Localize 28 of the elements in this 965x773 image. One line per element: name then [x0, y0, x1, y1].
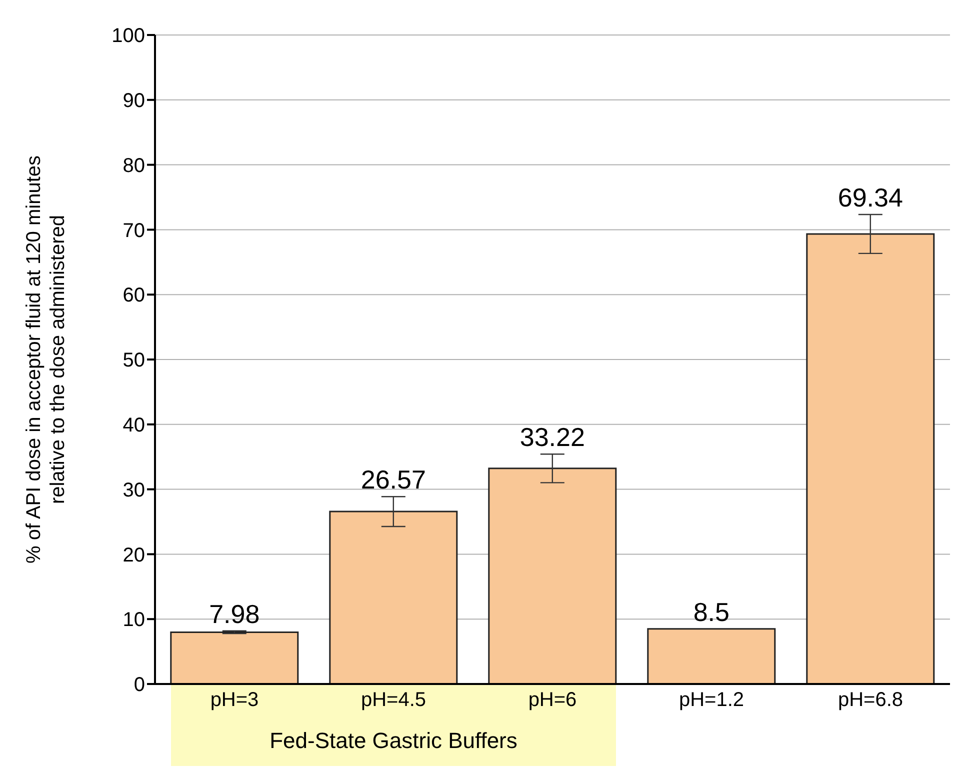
y-axis-title: % of API dose in acceptor fluid at 120 minutes relative to the dose administered: [23, 155, 69, 564]
x-tick-label: pH=6.8: [838, 689, 904, 712]
y-tick-label: 60: [122, 284, 145, 307]
y-tick-label: 20: [122, 544, 145, 566]
y-tick-label: 90: [122, 90, 145, 112]
data-label: 69.34: [838, 182, 903, 213]
y-tick-label: 0: [134, 674, 145, 696]
y-tick-label: 30: [122, 479, 145, 502]
y-tick-label: 80: [122, 154, 145, 177]
bar: [488, 468, 617, 684]
x-tick-label: pH=4.5: [360, 689, 426, 712]
bar: [806, 233, 935, 684]
y-tick-label: 100: [112, 25, 145, 48]
data-label: 7.98: [209, 598, 260, 629]
data-label: 8.5: [693, 596, 730, 627]
text: Fed-State Gastric Buffers: [268, 728, 518, 754]
y-tick-label: 40: [122, 414, 145, 436]
y-tick-label: 50: [122, 350, 145, 372]
data-label: 33.22: [520, 422, 585, 452]
x-tick-label: pH=1.2: [678, 689, 744, 712]
x-tick-label: pH=6: [528, 689, 577, 712]
bar: [170, 631, 299, 684]
y-tick-label: 70: [122, 220, 145, 242]
data-label: 26.57: [360, 464, 426, 495]
bar: [647, 628, 776, 684]
x-tick-label: pH=3: [210, 689, 259, 712]
y-tick-label: 10: [122, 609, 145, 632]
bar: [329, 510, 458, 684]
